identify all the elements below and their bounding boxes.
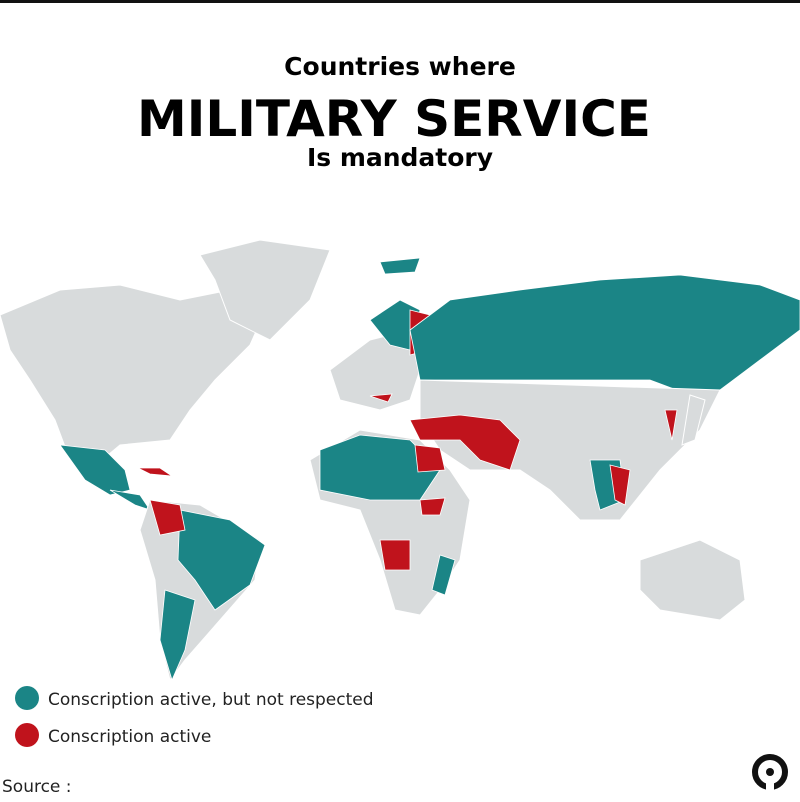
cuba xyxy=(137,467,173,477)
central-america xyxy=(109,489,151,511)
europe xyxy=(329,329,421,411)
mozambique xyxy=(431,554,456,596)
north-africa xyxy=(319,434,441,501)
source-label: Source : xyxy=(2,777,72,797)
legend-label: Conscription active, but not respected xyxy=(48,690,374,710)
mexico xyxy=(59,444,131,496)
asia xyxy=(419,379,721,521)
egypt xyxy=(414,444,446,473)
legend-label: Conscription active xyxy=(48,727,211,747)
legend-marker xyxy=(15,723,39,747)
top-bar xyxy=(0,0,800,3)
world-map xyxy=(0,239,800,682)
eritrea xyxy=(419,497,446,516)
argentina-chile xyxy=(159,589,196,682)
title-line-2: MILITARY SERVICE xyxy=(137,90,651,148)
north-america xyxy=(0,284,271,471)
australia xyxy=(639,539,746,621)
japan xyxy=(681,394,706,446)
greece xyxy=(369,393,393,403)
turkey-iran xyxy=(409,414,521,471)
angola xyxy=(379,539,411,571)
title-line-1: Countries where xyxy=(284,52,516,81)
colombia xyxy=(149,499,186,536)
arctic-islands xyxy=(379,257,421,275)
title-line-3: Is mandatory xyxy=(307,143,493,172)
legend-marker xyxy=(15,686,39,710)
russia xyxy=(409,274,800,396)
greenland xyxy=(199,239,331,341)
korea xyxy=(664,409,678,441)
brazil xyxy=(177,509,266,611)
logo xyxy=(752,754,788,792)
vietnam xyxy=(609,464,631,506)
